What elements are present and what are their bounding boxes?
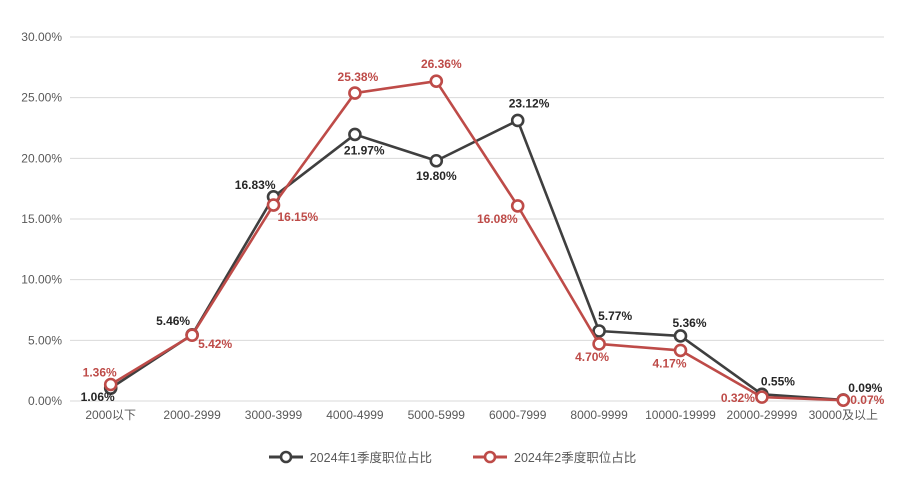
data-point-label: 0.09% bbox=[848, 381, 882, 395]
data-point-label: 5.36% bbox=[673, 316, 707, 330]
x-category-label: 6000-7999 bbox=[489, 408, 547, 422]
data-point-marker bbox=[348, 86, 362, 100]
x-category-label: 5000-5999 bbox=[408, 408, 466, 422]
data-point-marker bbox=[836, 393, 851, 407]
data-point-label: 4.70% bbox=[575, 350, 609, 364]
y-tick-label: 5.00% bbox=[28, 333, 62, 347]
data-point-label: 16.15% bbox=[278, 210, 319, 224]
data-point-label: 16.08% bbox=[477, 212, 518, 226]
x-category-label: 30000及以上 bbox=[809, 408, 878, 422]
data-point-marker bbox=[673, 343, 688, 358]
data-point-label: 0.07% bbox=[850, 393, 884, 407]
x-category-label: 2000-2999 bbox=[163, 408, 221, 422]
legend-item-q1[interactable]: 2024年1季度职位占比 bbox=[268, 447, 432, 466]
x-category-label: 8000-9999 bbox=[570, 408, 628, 422]
data-point-marker bbox=[510, 113, 525, 128]
legend-line-circle-icon bbox=[473, 450, 507, 463]
data-point-label: 0.32% bbox=[721, 391, 755, 405]
data-point-label: 5.42% bbox=[198, 337, 232, 351]
data-point-marker bbox=[266, 198, 281, 212]
data-point-marker bbox=[755, 390, 769, 404]
x-category-label: 20000-29999 bbox=[727, 408, 798, 422]
data-point-marker bbox=[429, 153, 444, 168]
data-point-marker bbox=[103, 377, 118, 392]
data-point-marker bbox=[510, 199, 525, 213]
legend-item-q2[interactable]: 2024年2季度职位占比 bbox=[472, 447, 636, 466]
data-point-label: 21.97% bbox=[344, 143, 385, 157]
data-point-label: 19.80% bbox=[416, 169, 457, 183]
y-tick-label: 15.00% bbox=[21, 212, 62, 226]
data-point-label: 1.36% bbox=[83, 365, 117, 379]
data-point-label: 5.46% bbox=[156, 314, 190, 328]
series-line-2 bbox=[109, 79, 845, 402]
data-point-marker bbox=[592, 324, 606, 338]
series-line-1 bbox=[109, 119, 845, 402]
x-category-label: 10000-19999 bbox=[645, 408, 716, 422]
y-tick-label: 30.00% bbox=[21, 30, 62, 44]
data-point-label: 25.38% bbox=[338, 70, 379, 84]
data-point-label: 4.17% bbox=[652, 356, 686, 370]
chart-legend: 2024年1季度职位占比 2024年2季度职位占比 bbox=[0, 447, 904, 466]
x-category-label: 2000以下 bbox=[85, 408, 136, 422]
data-point-label: 16.83% bbox=[235, 178, 276, 192]
data-point-marker bbox=[348, 127, 362, 142]
data-point-label: 23.12% bbox=[509, 96, 550, 110]
data-point-marker bbox=[429, 74, 444, 88]
legend-label-q1: 2024年1季度职位占比 bbox=[309, 451, 432, 465]
data-point-label: 1.06% bbox=[81, 390, 115, 404]
data-point-label: 5.77% bbox=[598, 309, 632, 323]
legend-label-q2: 2024年2季度职位占比 bbox=[514, 451, 637, 465]
data-point-marker bbox=[673, 329, 688, 343]
line-chart: 0.00% 5.00% 10.00% 15.00% 20.00% 25.00% 30.00%… bbox=[21, 30, 884, 422]
x-category-label: 4000-4999 bbox=[326, 408, 384, 422]
y-tick-label: 10.00% bbox=[21, 273, 62, 287]
y-tick-label: 0.00% bbox=[28, 394, 62, 408]
x-category-label: 3000-3999 bbox=[245, 408, 303, 422]
y-tick-label: 20.00% bbox=[21, 151, 62, 165]
data-point-marker bbox=[185, 328, 199, 343]
data-point-label: 0.55% bbox=[761, 374, 795, 388]
y-tick-label: 25.00% bbox=[21, 91, 62, 105]
data-point-marker bbox=[592, 337, 606, 351]
legend-line-circle-icon bbox=[268, 450, 303, 463]
data-point-label: 26.36% bbox=[421, 57, 462, 71]
